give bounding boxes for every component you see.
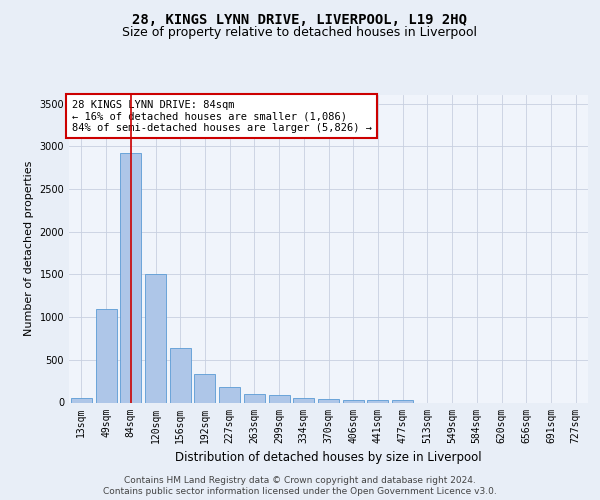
Y-axis label: Number of detached properties: Number of detached properties — [24, 161, 34, 336]
Bar — [244, 394, 265, 402]
Bar — [170, 348, 191, 403]
Bar — [95, 308, 116, 402]
Bar — [194, 374, 215, 402]
Bar — [269, 395, 290, 402]
Text: 28, KINGS LYNN DRIVE, LIVERPOOL, L19 2HQ: 28, KINGS LYNN DRIVE, LIVERPOOL, L19 2HQ — [133, 12, 467, 26]
Text: Contains HM Land Registry data © Crown copyright and database right 2024.: Contains HM Land Registry data © Crown c… — [124, 476, 476, 485]
X-axis label: Distribution of detached houses by size in Liverpool: Distribution of detached houses by size … — [175, 451, 482, 464]
Bar — [392, 400, 413, 402]
Text: 28 KINGS LYNN DRIVE: 84sqm
← 16% of detached houses are smaller (1,086)
84% of s: 28 KINGS LYNN DRIVE: 84sqm ← 16% of deta… — [71, 100, 371, 133]
Bar — [145, 274, 166, 402]
Bar — [318, 399, 339, 402]
Text: Size of property relative to detached houses in Liverpool: Size of property relative to detached ho… — [122, 26, 478, 39]
Bar — [219, 386, 240, 402]
Bar — [293, 398, 314, 402]
Bar — [343, 400, 364, 402]
Bar — [367, 400, 388, 402]
Bar — [71, 398, 92, 402]
Bar — [120, 153, 141, 402]
Text: Contains public sector information licensed under the Open Government Licence v3: Contains public sector information licen… — [103, 487, 497, 496]
